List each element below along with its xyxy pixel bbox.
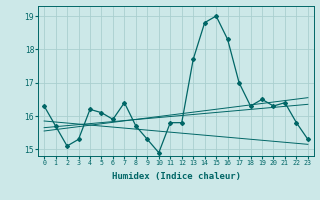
X-axis label: Humidex (Indice chaleur): Humidex (Indice chaleur) — [111, 172, 241, 181]
